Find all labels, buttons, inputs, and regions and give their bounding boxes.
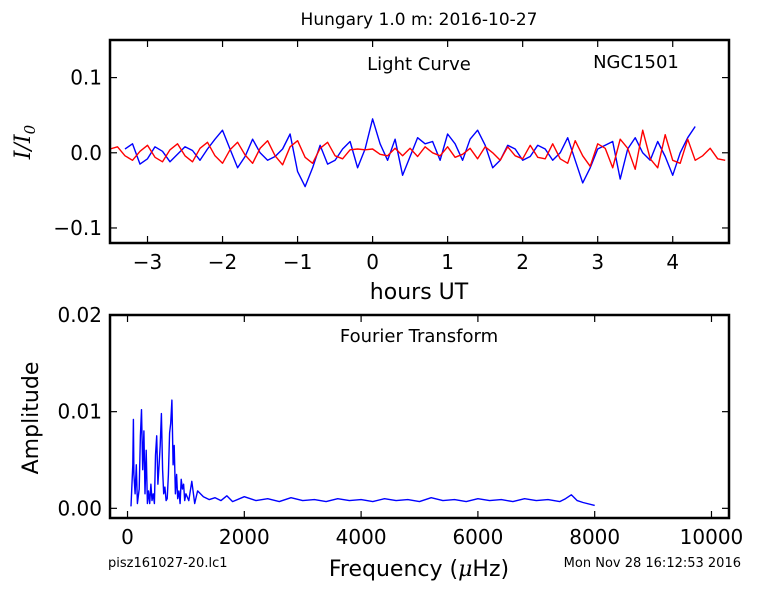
fourier-data-line: [130, 399, 595, 507]
fourier-xtick-label: 6000: [452, 525, 503, 549]
fourier-ylabel: Amplitude: [19, 362, 44, 475]
light-curve-ytick-label: 0.1: [70, 66, 102, 90]
ylabel-numerator: I: [11, 149, 36, 160]
fourier-xtick-label: 2000: [219, 525, 270, 549]
light-curve-xlabel: hours UT: [370, 280, 469, 305]
light-curve-ylabel: I/I0: [11, 124, 39, 160]
ylabel-denominator: I: [11, 133, 36, 144]
fourier-xtick-label: 8000: [569, 525, 620, 549]
light-curve-xtick-label: −1: [283, 250, 312, 274]
light-curve-xtick-label: 4: [666, 250, 679, 274]
light-curve-xtick-label: 3: [591, 250, 604, 274]
fourier-xlabel-after: Hz): [472, 557, 509, 582]
fourier-xtick-label: 10000: [680, 525, 744, 549]
fourier-xlabel-before: Frequency (: [329, 557, 458, 582]
fourier-xtick-label: 0: [121, 525, 134, 549]
fourier-xlabel: Frequency (μHz): [329, 557, 509, 582]
fourier-frame: [108, 313, 731, 520]
generation-timestamp: Mon Nov 28 16:12:53 2016: [564, 556, 741, 571]
light-curve-ytick-label: 0.0: [70, 141, 102, 165]
fourier-xlabel-mu: μ: [458, 557, 472, 582]
light-curve-model-line: [109, 129, 726, 171]
fourier-ytick-label: 0.02: [57, 303, 102, 327]
light-curve-xtick-label: −3: [133, 250, 162, 274]
data-filename: pisz161027-20.lc1: [108, 556, 227, 571]
fourier-ticks: 0 2000 4000 6000 8000 10000 0.00 0.01 0.02: [57, 303, 743, 549]
fourier-series: [130, 399, 595, 507]
fourier-panel: 0 2000 4000 6000 8000 10000 0.00 0.01 0.02 Fouri…: [19, 303, 743, 582]
light-curve-ticks: −3 −2 −1 0 1 2 3 4 −0.1 0.0 0.1: [53, 40, 729, 274]
ylabel-slash: /: [11, 140, 36, 152]
light-curve-xtick-label: 0: [366, 250, 379, 274]
light-curve-xtick-label: −2: [208, 250, 237, 274]
star-name-annotation: NGC1501: [593, 52, 679, 73]
light-curve-data-line: [124, 118, 696, 188]
ylabel-subscript: 0: [21, 124, 39, 134]
light-curve-xtick-label: 2: [516, 250, 529, 274]
figure-title: Hungary 1.0 m: 2016-10-27: [301, 10, 538, 30]
light-curve-xtick-label: 1: [441, 250, 454, 274]
light-curve-title: Light Curve: [367, 54, 471, 75]
fourier-xtick-label: 4000: [336, 525, 387, 549]
light-curve-ytick-label: −0.1: [53, 216, 102, 240]
fourier-title: Fourier Transform: [340, 326, 498, 347]
fourier-ytick-label: 0.00: [57, 496, 102, 520]
light-curve-panel: −3 −2 −1 0 1 2 3 4 −0.1 0.0 0.1 Light Curve NGC150…: [11, 38, 731, 305]
light-curve-frame: [108, 38, 731, 245]
light-curve-series: [109, 118, 726, 188]
fourier-ytick-label: 0.01: [57, 400, 102, 424]
